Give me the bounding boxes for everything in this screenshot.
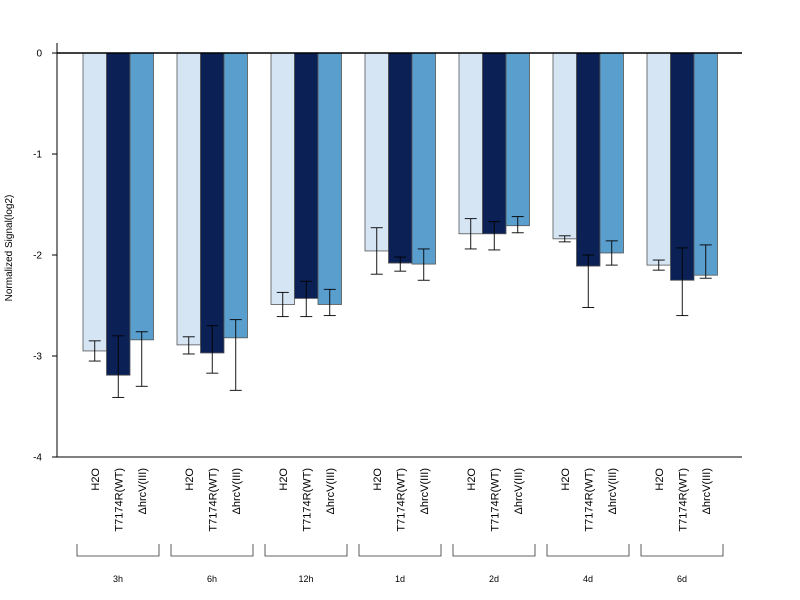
category-labels: H2O T7174R(WT) ΔhrcV(III) H2O T7174R(WT) Δhrc… <box>90 468 713 532</box>
error-bars <box>88 216 712 398</box>
category-label: T7174R(WT) <box>113 468 125 532</box>
category-label: H2O <box>184 468 196 491</box>
category-label: T7174R(WT) <box>301 468 313 532</box>
group-bracket <box>76 544 160 557</box>
group-label: 1d <box>395 574 405 584</box>
category-label: T7174R(WT) <box>207 468 219 532</box>
bar <box>670 52 695 281</box>
group-bracket <box>264 544 348 557</box>
bar <box>388 52 413 264</box>
bar <box>294 52 319 299</box>
bar <box>693 52 718 276</box>
y-tick-label: -4 <box>33 453 42 464</box>
bar <box>176 52 201 346</box>
group-brackets: 3h 6h 12h 1d 2d 4d 6d <box>76 544 724 584</box>
group-bracket <box>358 544 442 557</box>
bar <box>106 52 131 376</box>
bar <box>82 52 107 352</box>
group-label: 3h <box>113 574 123 584</box>
category-label: ΔhrcV(III) <box>607 468 619 514</box>
bar <box>129 52 154 341</box>
bar <box>317 52 342 305</box>
x-axis <box>57 52 742 458</box>
bar <box>200 52 225 354</box>
bar <box>505 52 530 227</box>
category-label: T7174R(WT) <box>489 468 501 532</box>
bar <box>223 52 248 339</box>
category-label: T7174R(WT) <box>583 468 595 532</box>
bar <box>411 52 436 265</box>
category-label: H2O <box>90 468 102 491</box>
bar <box>552 52 577 240</box>
group-bracket <box>640 544 724 557</box>
group-bracket <box>170 544 254 557</box>
category-label: T7174R(WT) <box>677 468 689 532</box>
y-tick-label: -2 <box>33 251 42 262</box>
category-label: ΔhrcV(III) <box>513 468 525 514</box>
bar <box>599 52 624 254</box>
category-label: ΔhrcV(III) <box>701 468 713 514</box>
bar <box>270 52 295 305</box>
group-label: 4d <box>583 574 593 584</box>
bar <box>482 52 507 235</box>
group-bracket <box>546 544 630 557</box>
category-label: T7174R(WT) <box>395 468 407 532</box>
y-axis: 0 -1 -2 -3 -4 <box>33 43 58 464</box>
y-tick-label: -1 <box>33 150 42 161</box>
category-label: H2O <box>654 468 666 491</box>
category-label: ΔhrcV(III) <box>419 468 431 514</box>
y-tick-label: -3 <box>33 352 42 363</box>
bar <box>576 52 601 267</box>
category-label: H2O <box>372 468 384 491</box>
y-axis-title: Normalized Signal(log2) <box>4 195 15 302</box>
group-label: 2d <box>489 574 499 584</box>
group-label: 6d <box>677 574 687 584</box>
bar <box>646 52 671 266</box>
y-tick-label: 0 <box>36 49 42 60</box>
group-bracket <box>452 544 536 557</box>
category-label: ΔhrcV(III) <box>231 468 243 514</box>
bar <box>364 52 389 252</box>
group-label: 6h <box>207 574 217 584</box>
category-label: H2O <box>560 468 572 491</box>
category-label: H2O <box>278 468 290 491</box>
group-label: 12h <box>298 574 313 584</box>
bars <box>82 52 718 376</box>
category-label: ΔhrcV(III) <box>325 468 337 514</box>
bar <box>458 52 483 235</box>
category-label: H2O <box>466 468 478 491</box>
category-label: ΔhrcV(III) <box>137 468 149 514</box>
